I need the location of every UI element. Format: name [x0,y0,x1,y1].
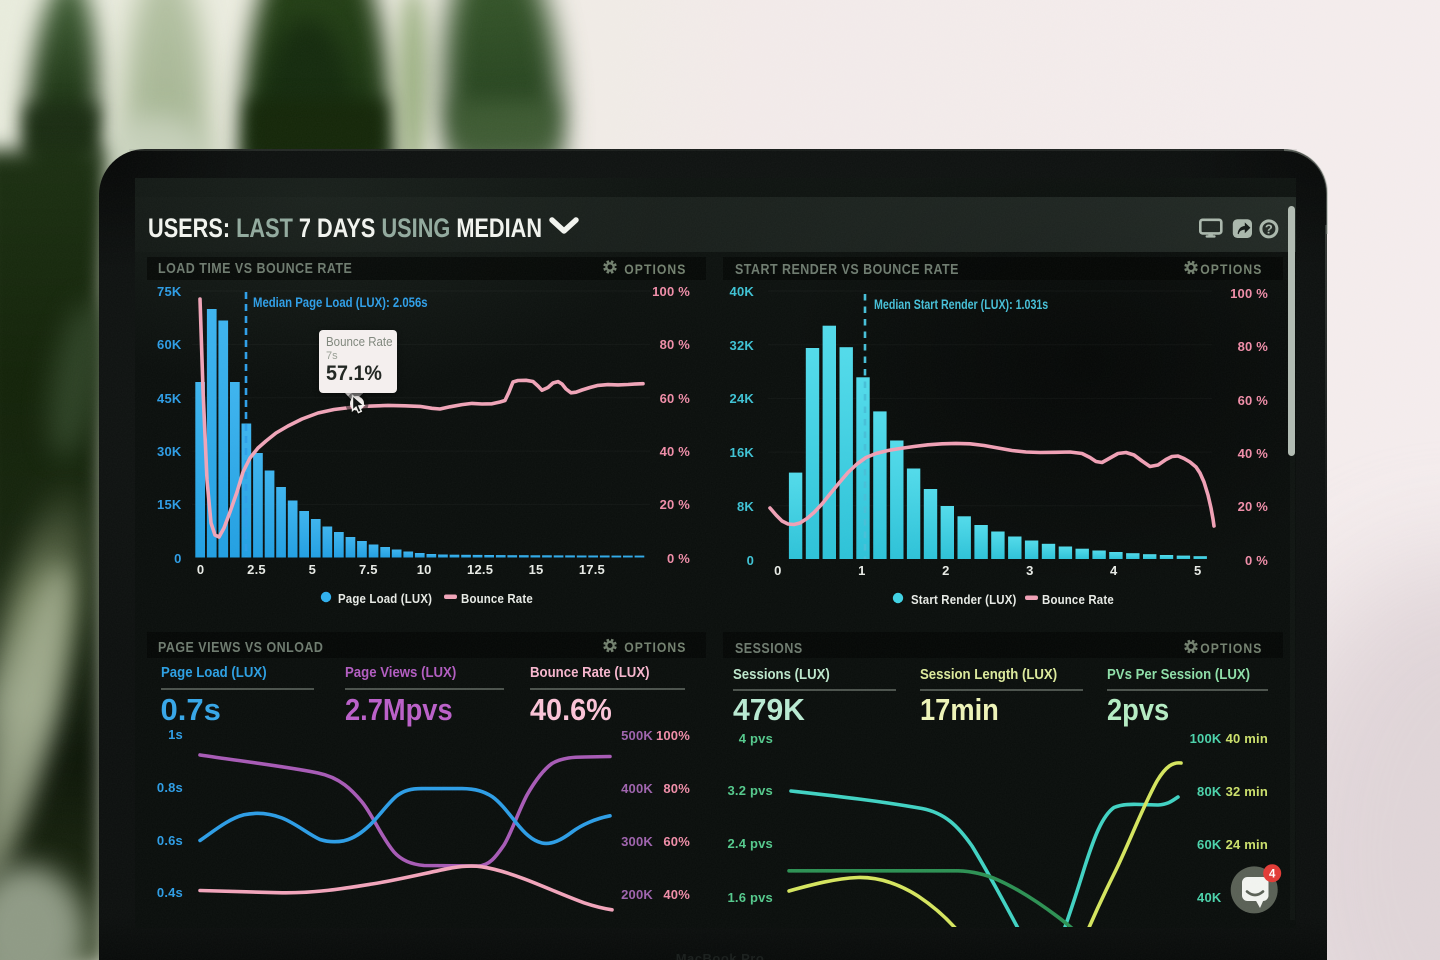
svg-text:4: 4 [1269,868,1276,880]
svg-text:?: ? [1265,222,1273,237]
